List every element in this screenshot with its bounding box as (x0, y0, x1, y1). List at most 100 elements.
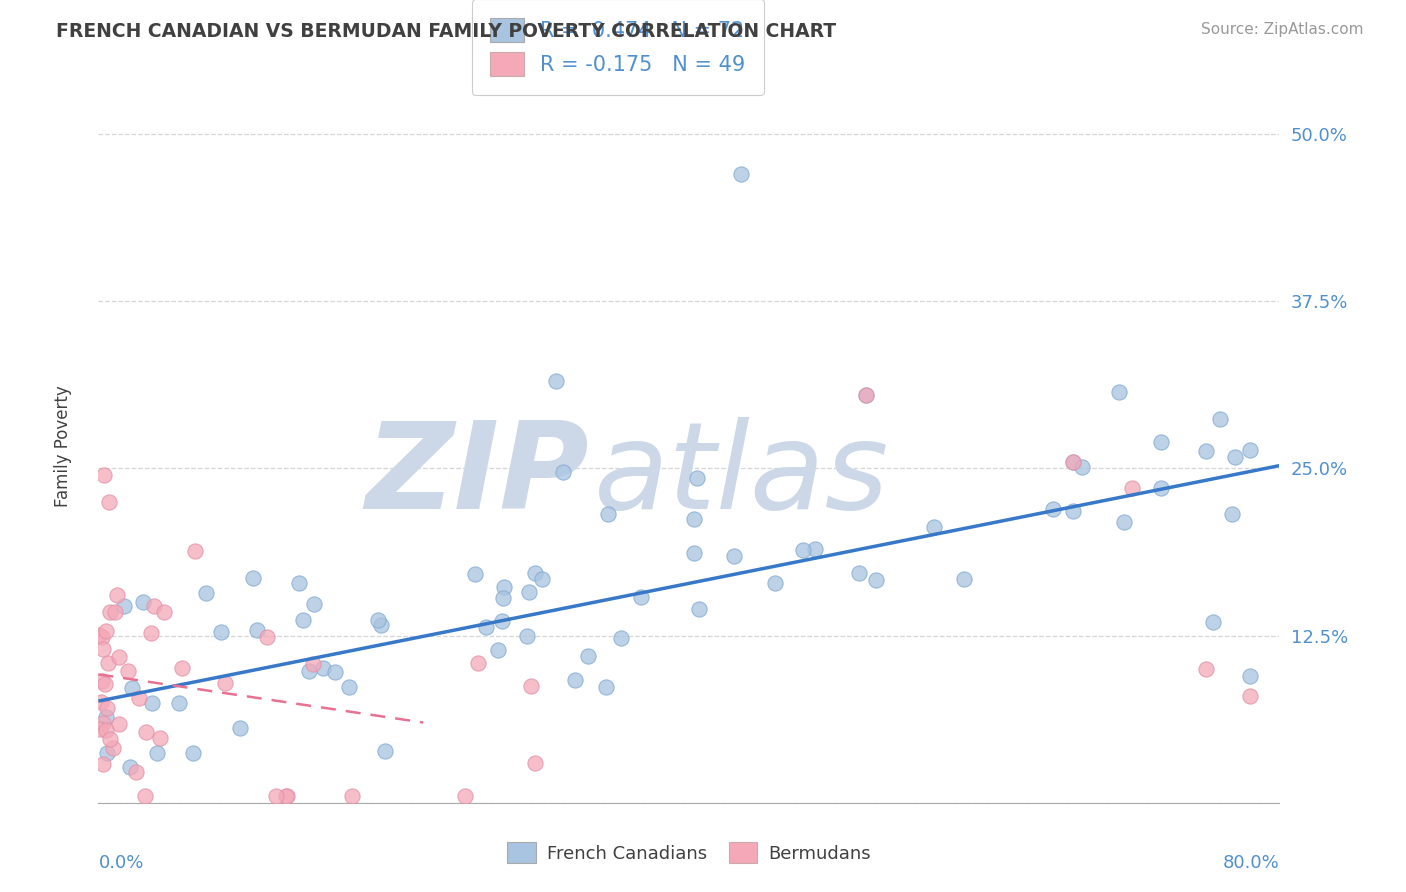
Point (374, 744, 396, 758)
Text: 0.0%: 0.0% (98, 854, 143, 871)
Point (855, 387, 877, 401)
Point (865, 574, 887, 588)
Point (1070, 459, 1092, 474)
Point (98, 731, 121, 746)
Point (183, 746, 205, 760)
Point (141, 696, 163, 710)
Point (1195, 444, 1218, 458)
Point (523, 566, 546, 581)
Point (96, 700, 118, 714)
Point (87, 628, 110, 642)
Point (551, 466, 574, 480)
Point (765, 576, 787, 591)
Text: ZIP: ZIP (364, 417, 589, 534)
Point (117, 664, 139, 678)
Point (524, 756, 547, 771)
Point (1150, 435, 1173, 450)
Point (848, 566, 870, 580)
Point (112, 599, 135, 613)
Point (370, 617, 392, 632)
Text: Family Poverty: Family Poverty (55, 385, 72, 507)
Point (256, 630, 278, 644)
Point (596, 507, 619, 521)
Point (464, 566, 486, 581)
Point (367, 614, 389, 628)
Point (128, 690, 150, 705)
Point (683, 511, 706, 525)
Text: FRENCH CANADIAN VS BERMUDAN FAMILY POVERTY CORRELATION CHART: FRENCH CANADIAN VS BERMUDAN FAMILY POVER… (56, 22, 837, 41)
Point (486, 643, 509, 657)
Point (609, 631, 631, 645)
Point (96, 709, 118, 723)
Point (184, 543, 207, 558)
Point (595, 680, 617, 694)
Point (292, 613, 315, 627)
Point (1209, 412, 1232, 426)
Point (107, 650, 129, 665)
Point (688, 602, 710, 616)
Point (454, 789, 477, 804)
Text: atlas: atlas (595, 417, 890, 534)
Point (276, 789, 298, 804)
Point (152, 605, 174, 619)
Point (564, 673, 586, 688)
Point (121, 681, 143, 695)
Point (93, 467, 115, 482)
Point (107, 717, 129, 731)
Point (167, 696, 190, 710)
Point (517, 584, 540, 599)
Point (530, 572, 553, 586)
Point (1202, 615, 1225, 630)
Point (91, 756, 114, 771)
Point (242, 571, 264, 585)
Point (686, 471, 709, 485)
Point (125, 764, 148, 779)
Point (91, 673, 114, 688)
Point (1195, 662, 1218, 676)
Point (96, 746, 118, 760)
Point (475, 620, 498, 634)
Point (139, 626, 162, 640)
Point (1150, 482, 1173, 496)
Point (804, 541, 827, 556)
Point (1108, 385, 1130, 400)
Point (1062, 455, 1084, 469)
Point (89, 722, 111, 736)
Point (682, 546, 704, 560)
Point (546, 375, 568, 389)
Point (492, 591, 515, 605)
Point (149, 731, 172, 745)
Point (1042, 502, 1064, 516)
Point (339, 680, 361, 694)
Point (90, 696, 112, 710)
Point (132, 595, 155, 609)
Point (467, 656, 489, 670)
Point (146, 746, 169, 760)
Point (105, 589, 128, 603)
Point (953, 573, 976, 587)
Point (630, 591, 652, 605)
Point (1239, 442, 1261, 457)
Point (342, 789, 364, 804)
Point (491, 615, 513, 629)
Point (576, 648, 599, 663)
Point (323, 665, 346, 679)
Point (135, 724, 157, 739)
Point (302, 598, 325, 612)
Point (97, 656, 120, 670)
Point (922, 519, 945, 533)
Point (209, 625, 232, 640)
Point (103, 741, 125, 756)
Point (1225, 450, 1247, 465)
Point (274, 789, 297, 804)
Point (96, 624, 118, 638)
Point (104, 606, 127, 620)
Point (1239, 689, 1261, 703)
Point (266, 789, 288, 804)
Point (298, 664, 321, 678)
Point (792, 542, 814, 557)
Point (142, 599, 165, 614)
Point (94, 677, 117, 691)
Point (91, 631, 114, 645)
Text: 80.0%: 80.0% (1223, 854, 1279, 871)
